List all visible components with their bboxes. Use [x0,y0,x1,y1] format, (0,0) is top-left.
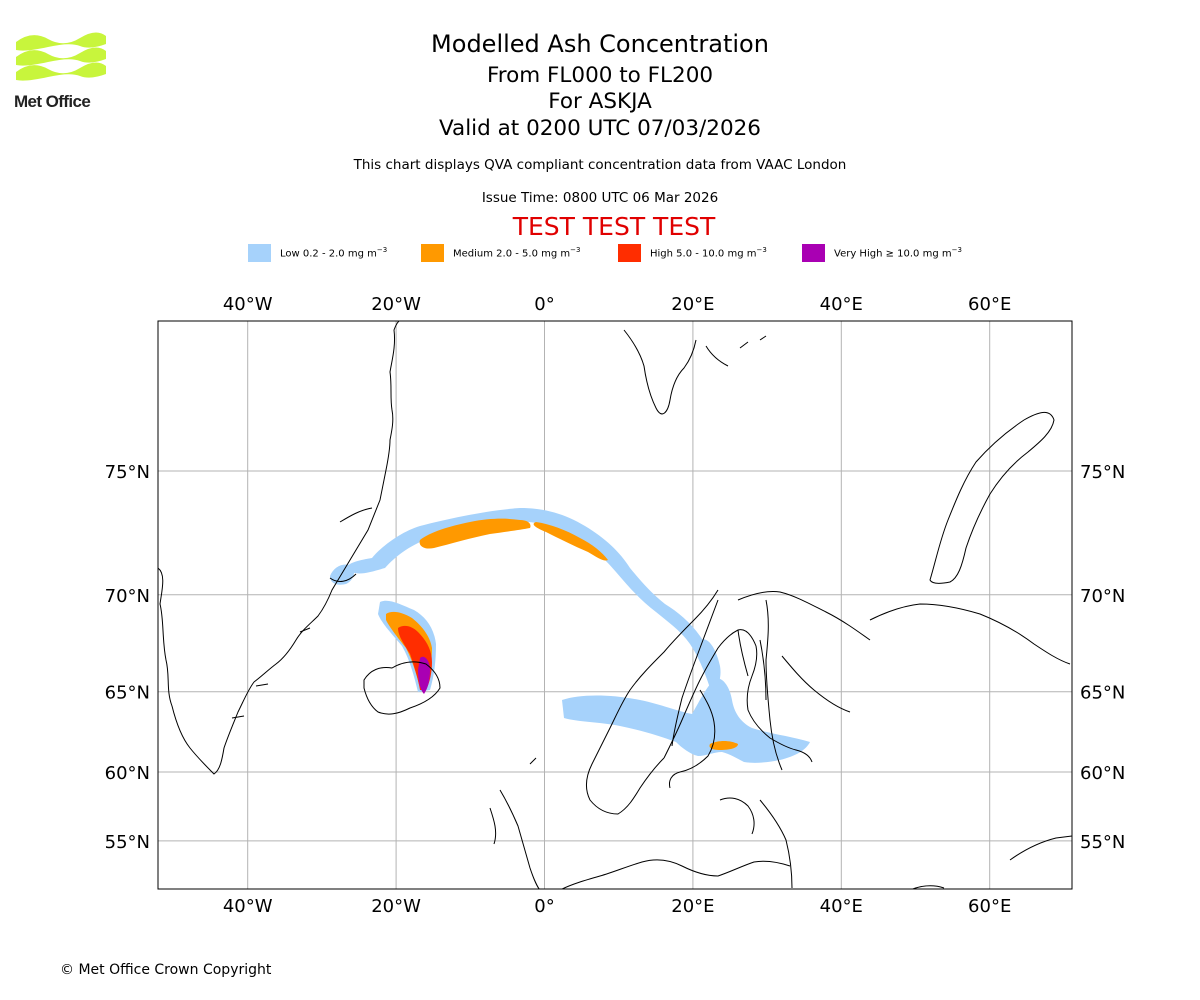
coast-iceland [363,661,441,715]
ash-low-northern-arc [345,508,720,688]
lon-label-bottom: 0° [534,896,554,917]
chart-description: This chart displays QVA compliant concen… [353,157,847,173]
copyright: © Met Office Crown Copyright [60,962,272,978]
map-background [158,321,1072,889]
met-office-wave-icon [16,32,106,81]
lat-label-left: 60°N [105,763,150,784]
map-frame [157,320,1073,890]
lat-label-right: 75°N [1080,462,1125,483]
legend-swatch-low [248,244,271,262]
legend-label-low: Low 0.2 - 2.0 mg m [280,248,377,260]
lat-label-right: 60°N [1080,763,1125,784]
lon-label-bottom: 40°W [223,896,273,917]
lon-label-bottom: 20°E [671,896,714,917]
border-baltic-states [759,799,793,889]
ash-medium-northern-arc-1 [419,518,531,549]
logo-text: Met Office [14,92,91,111]
coast-svalbard [623,329,767,415]
legend-swatch-medium [421,244,444,262]
issue-time: Issue Time: 0800 UTC 06 Mar 2026 [481,190,719,206]
lon-label-bottom: 60°E [968,896,1011,917]
legend-swatch-very-high [802,244,825,262]
volcano-name: For ASKJA [548,89,652,114]
met-office-logo: Met Office [14,30,114,114]
valid-time: Valid at 0200 UTC 07/03/2026 [438,116,761,141]
flight-levels: From FL000 to FL200 [486,63,714,88]
border-finland-russia [765,599,783,771]
ash-very-high-iceland [418,656,430,694]
coast-greenland-fjords [231,507,373,719]
legend-label-very-high: Very High ≥ 10.0 mg m [834,248,952,260]
border-sweden-finland [737,629,767,701]
coast-kola-white-sea [737,591,1071,713]
coast-norway [585,589,719,815]
lat-label-left: 75°N [105,462,150,483]
lon-label-top: 20°W [371,294,421,315]
lon-label-top: 20°E [671,294,714,315]
lat-label-left: 65°N [105,683,150,704]
ash-medium-finland [709,741,738,750]
legend-label-high: High 5.0 - 10.0 mg m [650,248,757,260]
coast-british-isles [489,757,540,889]
lon-label-bottom: 20°W [371,896,421,917]
axis-labels: 40°W 40°W 20°W 20°W 0° 0° 20°E 20°E 40°E 40°E 60°E… [105,294,1126,917]
coast-sweden-finland [663,629,813,789]
border-norway-sweden [671,599,719,747]
test-banner: TEST TEST TEST [512,212,716,241]
lon-label-top: 40°E [820,294,863,315]
lon-label-top: 40°W [223,294,273,315]
coast-greenland-east [158,321,400,775]
chart-title: Modelled Ash Concentration [431,30,769,58]
lon-label-bottom: 40°E [820,896,863,917]
lon-label-top: 0° [534,294,554,315]
lon-label-top: 60°E [968,294,1011,315]
lat-label-left: 55°N [105,832,150,853]
coast-russia-north [911,835,1072,889]
legend-label-medium: Medium 2.0 - 5.0 mg m [453,248,571,260]
coastlines [158,321,1072,889]
lat-label-left: 70°N [105,586,150,607]
coast-baltic-europe [560,797,791,889]
lat-label-right: 65°N [1080,683,1125,704]
legend-swatch-high [618,244,641,262]
borders [671,599,793,889]
ash-medium-northern-arc-2 [533,522,608,561]
lat-label-right: 70°N [1080,586,1125,607]
coast-novaya-zemlya [929,412,1055,584]
lat-label-right: 55°N [1080,832,1125,853]
